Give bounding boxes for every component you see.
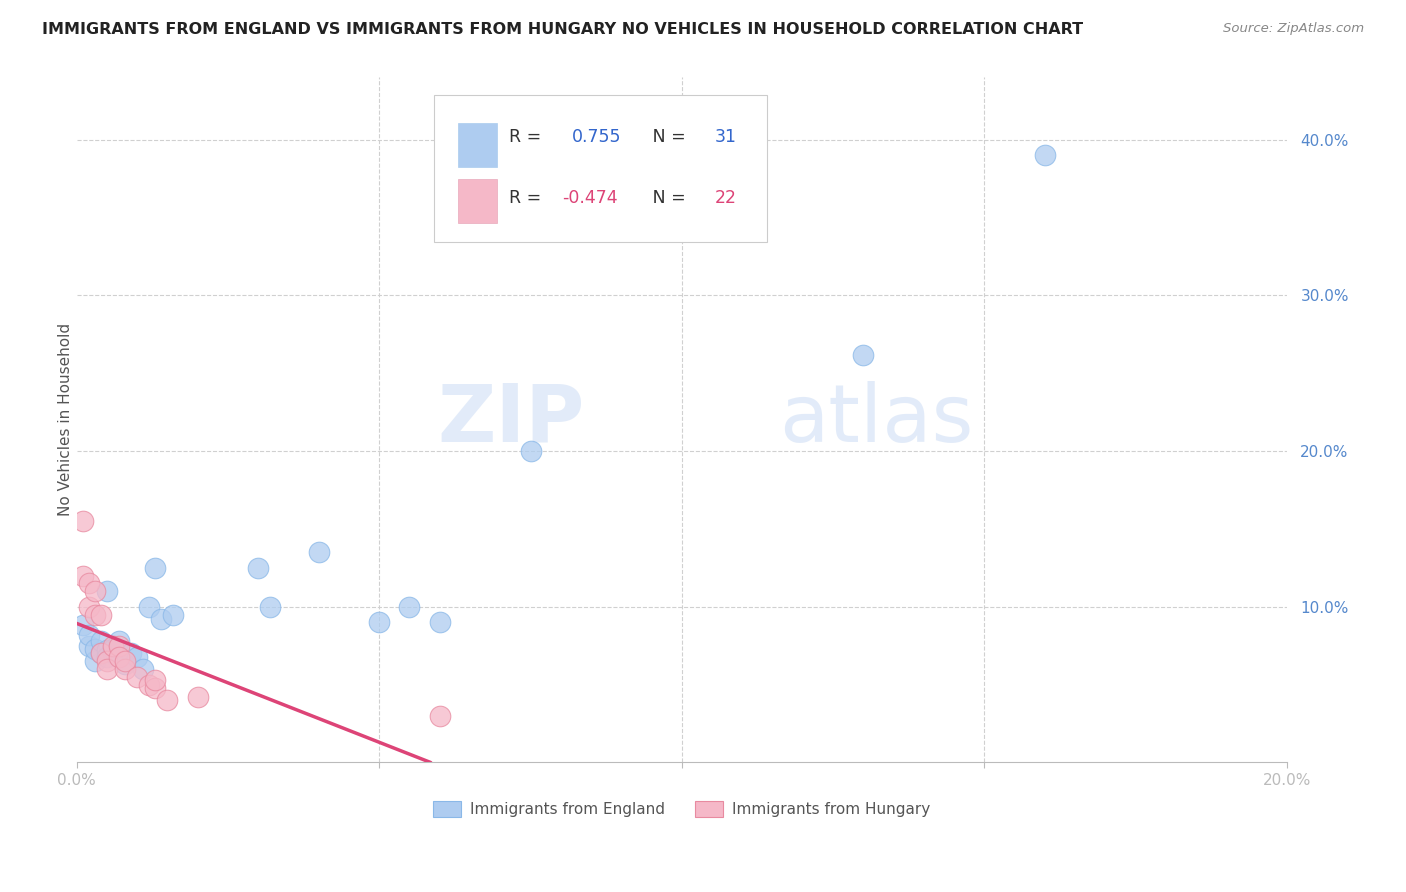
Point (96, 649, 118, 664)
Text: R =: R = (509, 188, 547, 207)
Point (77, 599, 100, 614)
Point (120, 647, 142, 661)
Point (72, 618, 94, 632)
Point (96, 654, 118, 668)
Point (138, 599, 160, 614)
Point (108, 649, 131, 664)
FancyBboxPatch shape (458, 179, 496, 223)
FancyBboxPatch shape (433, 95, 766, 242)
Point (852, 347, 875, 361)
Point (162, 607, 184, 622)
Point (187, 690, 209, 704)
Text: 31: 31 (714, 128, 737, 146)
Point (72, 514, 94, 528)
Text: 22: 22 (714, 188, 737, 207)
Point (143, 673, 166, 687)
Point (398, 599, 420, 614)
Text: N =: N = (636, 188, 692, 207)
Point (101, 639, 124, 653)
Point (83, 607, 105, 622)
Point (308, 545, 330, 559)
Point (138, 677, 160, 691)
Point (90, 607, 112, 622)
Point (114, 662, 136, 676)
Point (519, 444, 541, 458)
Point (114, 657, 136, 672)
Point (114, 654, 136, 668)
Point (156, 693, 179, 707)
Point (125, 649, 148, 664)
Point (77, 628, 100, 642)
Point (83, 584, 105, 599)
Point (96, 643, 118, 657)
Point (90, 647, 112, 661)
Text: ZIP: ZIP (437, 381, 585, 459)
Point (259, 599, 281, 614)
Text: N =: N = (636, 128, 692, 146)
Point (101, 641, 124, 656)
Text: R =: R = (509, 128, 553, 146)
Y-axis label: No Vehicles in Household: No Vehicles in Household (58, 324, 73, 516)
Point (429, 615, 451, 630)
Point (108, 639, 131, 653)
Point (247, 561, 270, 575)
Point (368, 615, 391, 630)
Point (108, 634, 131, 648)
Text: -0.474: -0.474 (562, 188, 617, 207)
Point (96, 662, 118, 676)
Point (77, 639, 100, 653)
Point (132, 662, 155, 676)
Text: IMMIGRANTS FROM ENGLAND VS IMMIGRANTS FROM HUNGARY NO VEHICLES IN HOUSEHOLD CORR: IMMIGRANTS FROM ENGLAND VS IMMIGRANTS FR… (42, 22, 1083, 37)
Text: 0.755: 0.755 (572, 128, 621, 146)
Point (150, 612, 173, 626)
Point (125, 670, 148, 684)
Text: atlas: atlas (779, 381, 973, 459)
Point (143, 681, 166, 695)
Point (429, 708, 451, 723)
Legend: Immigrants from England, Immigrants from Hungary: Immigrants from England, Immigrants from… (427, 795, 936, 823)
Point (96, 584, 118, 599)
Point (72, 568, 94, 582)
Point (1033, 148, 1056, 162)
Point (83, 654, 105, 668)
Point (101, 647, 124, 661)
Text: Source: ZipAtlas.com: Source: ZipAtlas.com (1223, 22, 1364, 36)
Point (77, 576, 100, 591)
Point (90, 634, 112, 648)
Point (143, 561, 166, 575)
FancyBboxPatch shape (458, 123, 496, 167)
Point (83, 641, 105, 656)
Point (108, 649, 131, 664)
Point (90, 647, 112, 661)
